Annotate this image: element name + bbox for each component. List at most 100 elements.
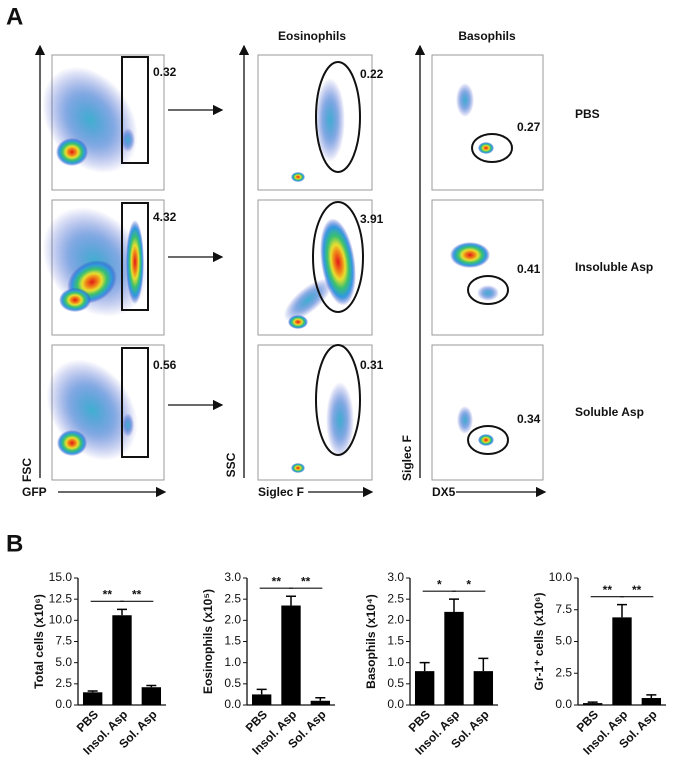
y-axis-label: Gr-1⁺ cells (x10⁶) — [532, 593, 546, 691]
density-cloud — [478, 142, 494, 154]
error-bar — [646, 694, 657, 699]
error-bar — [286, 595, 296, 606]
gate-value: 3.91 — [360, 212, 384, 226]
error-bar — [587, 701, 598, 704]
plot-frame — [431, 54, 544, 191]
bar — [444, 611, 464, 705]
bar — [612, 617, 632, 705]
y-tick-label: 2.5 — [55, 676, 72, 690]
plot-frame — [431, 344, 544, 481]
gate-value: 0.41 — [517, 262, 541, 276]
y-tick-label: 0.5 — [224, 676, 241, 690]
y-tick-label: 15.0 — [49, 570, 73, 584]
gate-value: 0.31 — [360, 358, 384, 372]
y-tick-label: 12.5 — [49, 591, 73, 605]
y-tick-label: 10.0 — [49, 613, 73, 627]
bar — [310, 700, 331, 705]
density-cloud — [126, 220, 144, 304]
gate-value: 0.32 — [153, 65, 177, 79]
density-cloud — [57, 430, 87, 456]
density-cloud — [457, 406, 473, 434]
density-cloud — [283, 278, 333, 322]
gate — [121, 56, 149, 164]
y-tick-label: 3.0 — [387, 570, 404, 584]
error-bar — [617, 603, 627, 618]
y-tick-label: 0.5 — [387, 676, 404, 690]
error-bar — [315, 697, 326, 701]
significance: ** — [132, 587, 142, 601]
gate — [467, 275, 509, 305]
error-bar — [256, 688, 267, 695]
column-heading: Eosinophils — [278, 29, 346, 43]
y-tick-label: 1.5 — [387, 634, 404, 648]
density-cloud — [477, 285, 499, 301]
panel-label: A — [6, 3, 23, 30]
axis-label: SSC — [224, 452, 238, 477]
density-cloud — [450, 242, 490, 268]
density-cloud — [56, 138, 88, 166]
error-bar — [478, 657, 489, 672]
bar — [641, 698, 662, 705]
y-axis-label: Eosinophils (x10⁵) — [201, 589, 215, 694]
error-bar — [449, 598, 459, 612]
bar — [141, 687, 162, 705]
significance: ** — [272, 574, 282, 588]
density-cloud — [478, 434, 494, 446]
row-label: Insoluble Asp — [575, 260, 653, 274]
gate — [121, 202, 149, 311]
error-bar — [87, 690, 98, 693]
plot-frame — [257, 54, 373, 191]
gate-value: 0.22 — [360, 67, 384, 81]
gate — [315, 344, 361, 456]
gate — [312, 201, 364, 313]
column-heading: Basophils — [458, 29, 516, 43]
density-cloud — [122, 413, 134, 437]
plot-frame — [431, 199, 544, 336]
gate — [121, 347, 149, 458]
y-tick-label: 0.0 — [55, 697, 72, 711]
density-cloud — [288, 315, 308, 329]
y-tick-label: 2.0 — [224, 613, 241, 627]
bar — [281, 605, 301, 705]
density-cloud — [121, 128, 135, 152]
bar — [251, 694, 272, 705]
y-tick-label: 0.0 — [387, 697, 404, 711]
significance: ** — [103, 587, 113, 601]
y-tick-label: 1.0 — [224, 655, 241, 669]
gate — [471, 133, 513, 163]
gate-value: 0.56 — [153, 358, 177, 372]
y-tick-label: 0.0 — [555, 697, 572, 711]
gate — [467, 425, 509, 455]
significance: * — [466, 577, 471, 591]
y-tick-label: 1.5 — [224, 634, 241, 648]
y-tick-label: 3.0 — [224, 570, 241, 584]
density-cloud — [326, 382, 354, 458]
y-tick-label: 5.0 — [55, 655, 72, 669]
gate-value: 0.34 — [517, 412, 541, 426]
row-label: Soluble Asp — [575, 405, 644, 419]
y-tick-label: 10.0 — [549, 570, 573, 584]
error-bar — [146, 684, 157, 688]
y-axis-label: Basophils (x10⁴) — [364, 594, 378, 689]
axis-label: GFP — [22, 485, 47, 499]
density-cloud — [315, 78, 345, 162]
bar — [582, 703, 603, 705]
axis-label: DX5 — [432, 485, 456, 499]
significance: ** — [301, 574, 311, 588]
gate-value: 4.32 — [153, 210, 177, 224]
axis-label: Siglec F — [400, 435, 414, 481]
y-tick-label: 2.5 — [224, 591, 241, 605]
y-tick-label: 7.5 — [55, 634, 72, 648]
error-bar — [117, 608, 127, 616]
bar — [414, 671, 435, 705]
y-tick-label: 7.5 — [555, 602, 572, 616]
significance: * — [437, 577, 442, 591]
density-cloud — [320, 218, 356, 306]
significance: ** — [632, 583, 642, 597]
panel-label: B — [6, 530, 23, 557]
error-bar — [419, 661, 430, 672]
bar — [112, 615, 132, 705]
axis-label: FSC — [20, 458, 34, 482]
density-cloud — [291, 463, 305, 473]
